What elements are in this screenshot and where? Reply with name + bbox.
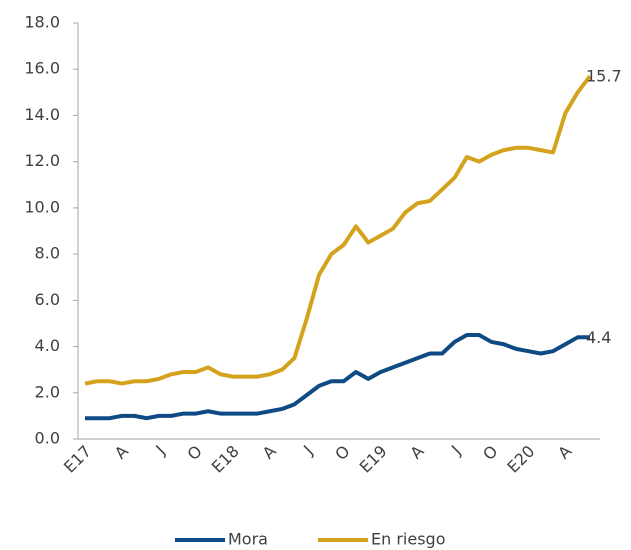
x-tick-label: O bbox=[479, 442, 501, 464]
y-tick-label: 10.0 bbox=[24, 197, 60, 216]
y-tick-label: 8.0 bbox=[35, 244, 60, 263]
x-tick-label: E19 bbox=[356, 442, 391, 477]
x-tick-label: E20 bbox=[503, 442, 538, 477]
x-tick-label: A bbox=[406, 442, 427, 463]
y-tick-label: 0.0 bbox=[35, 429, 60, 448]
x-tick-label: J bbox=[447, 442, 464, 459]
x-tick-label: E17 bbox=[60, 442, 95, 477]
y-tick-label: 14.0 bbox=[24, 105, 60, 124]
end-label: 15.7 bbox=[586, 67, 622, 86]
series-line bbox=[85, 333, 590, 421]
x-tick-label: A bbox=[554, 442, 575, 463]
y-tick-label: 12.0 bbox=[24, 151, 60, 170]
y-tick-label: 2.0 bbox=[35, 382, 60, 401]
x-tick-label: E18 bbox=[208, 442, 243, 477]
y-tick-label: 4.0 bbox=[35, 336, 60, 355]
x-tick-label: J bbox=[151, 442, 168, 459]
x-tick-label: J bbox=[299, 442, 316, 459]
x-tick-label: O bbox=[184, 442, 206, 464]
x-tick-label: A bbox=[111, 442, 132, 463]
legend-label: En riesgo bbox=[371, 530, 445, 549]
y-tick-label: 18.0 bbox=[24, 13, 60, 32]
legend-label: Mora bbox=[228, 530, 268, 549]
series-line bbox=[84, 74, 592, 386]
end-label: 4.4 bbox=[586, 328, 611, 347]
y-tick-label: 16.0 bbox=[24, 59, 60, 78]
x-tick-label: O bbox=[331, 442, 353, 464]
y-tick-label: 6.0 bbox=[35, 290, 60, 309]
x-tick-label: A bbox=[259, 442, 280, 463]
